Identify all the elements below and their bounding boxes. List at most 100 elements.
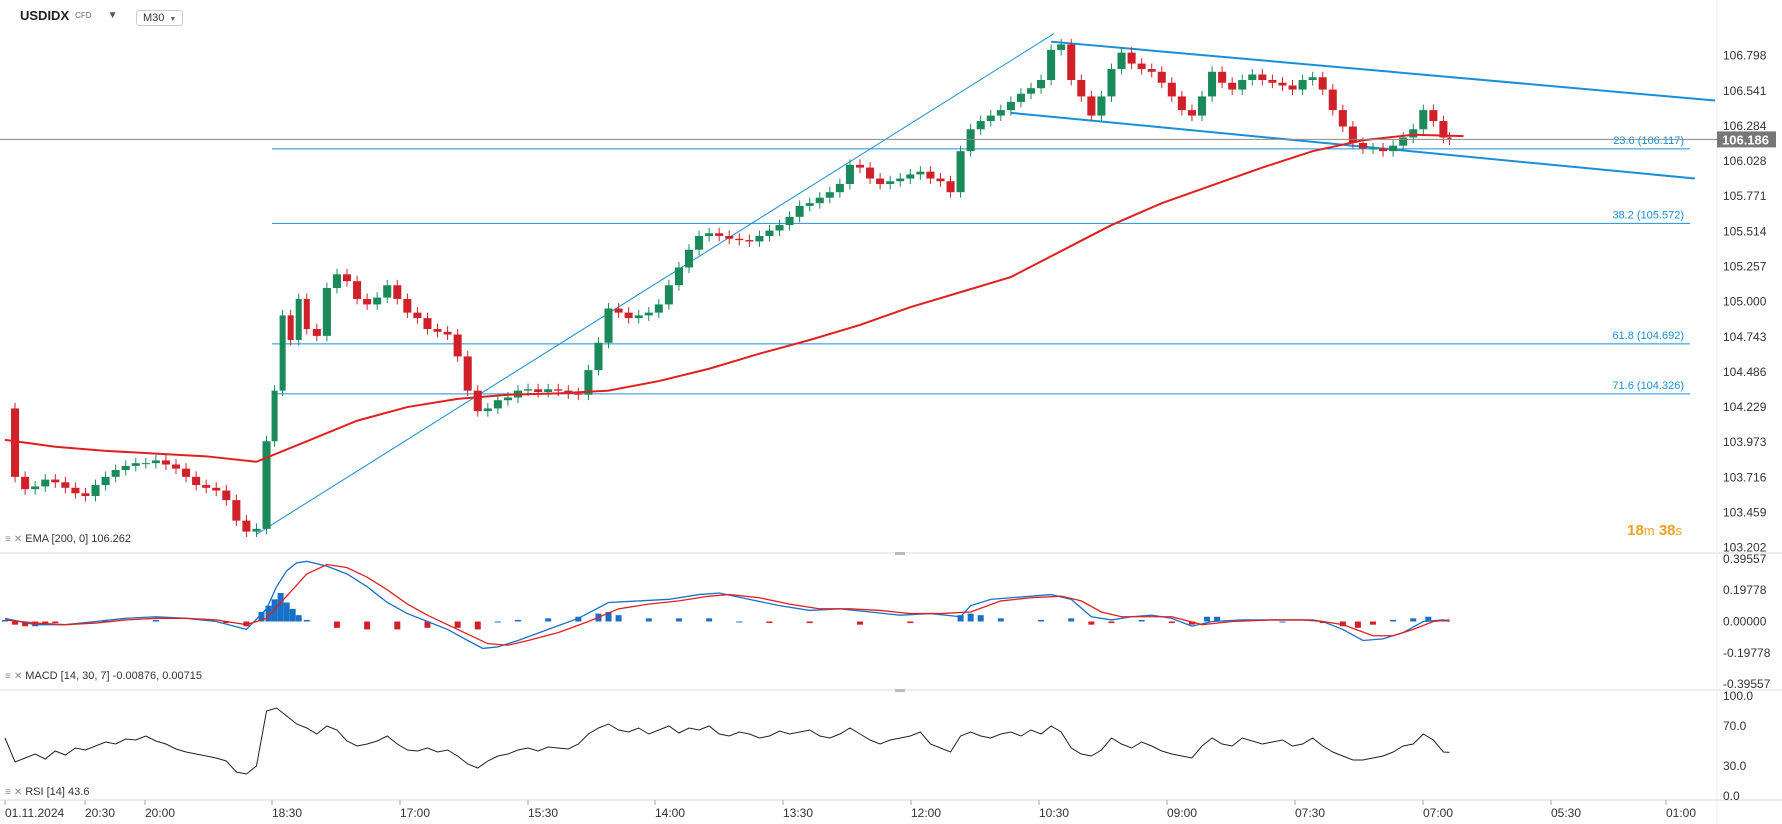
macd-histogram-bar [303,619,310,622]
candle-body [755,236,764,242]
macd-histogram-bar [997,618,1004,622]
macd-axis-tick-label: -0.19778 [1723,646,1771,660]
candle-body [393,285,402,299]
macd-histogram-bar [283,602,290,622]
candle-body [1037,80,1046,89]
price-axis-tick-label: 104.486 [1723,365,1767,379]
candle-body [775,225,784,231]
rsi-indicator-label[interactable]: ≡ ✕ RSI [14] 43.6 [5,786,90,798]
macd-histogram-bar [1339,621,1346,627]
macd-histogram-bar [32,621,39,627]
candle-body [271,390,278,442]
candle-body [664,285,673,305]
macd-indicator-label[interactable]: ≡ ✕ MACD [14, 30, 7] -0.00876, 0.00715 [5,670,202,682]
candle-body [1107,69,1116,97]
price-axis-tick-label: 103.459 [1723,506,1767,520]
macd-histogram-bar [494,621,501,623]
candle-body [413,312,422,319]
candle-body [21,476,30,490]
candle-body [91,485,100,496]
candle-body [745,240,754,242]
candle-body [232,500,241,521]
settings-icon[interactable]: ≡ [5,786,11,798]
macd-histogram-bar [2,619,8,622]
macd-signal-line [4,563,1450,646]
candle-body [604,308,613,343]
candle-body [1057,44,1066,50]
symbol-dropdown-icon[interactable]: ▼ [107,10,118,21]
close-icon[interactable]: ✕ [13,786,23,798]
macd-axis-tick-label: -0.39557 [1723,677,1771,691]
close-icon[interactable]: ✕ [13,670,23,682]
time-axis-tick-label: 20:00 [145,806,175,820]
macd-axis-tick-label: 0.00000 [1723,615,1767,629]
symbol-name[interactable]: USDIDX [20,8,70,23]
candle-body [1067,44,1076,80]
candle-body [1006,101,1015,111]
candle-body [363,298,372,305]
candle-body [674,267,683,286]
candle-body [654,304,663,313]
candle-body [403,298,412,313]
price-axis-tick-label: 105.771 [1723,189,1767,203]
candle-body [1278,82,1287,86]
macd-histogram-bar [1138,619,1145,622]
fibonacci-level-label: 61.8 (104.692) [1612,330,1684,342]
time-axis-tick-label: 09:00 [1167,806,1197,820]
candle-body [1298,80,1307,90]
settings-icon[interactable]: ≡ [5,670,11,682]
macd-histogram-bar [295,615,302,622]
price-axis-tick-label: 104.229 [1723,400,1767,414]
close-icon[interactable]: ✕ [13,533,23,545]
time-axis-tick-label: 20:30 [85,806,115,820]
candle-body [287,315,294,340]
candle-body [423,318,432,330]
chevron-down-icon: ▼ [169,16,177,23]
candle-body [896,178,905,182]
candle-body [1439,121,1448,138]
candle-body [353,281,362,299]
candle-body [1197,96,1207,116]
candle-body [695,236,704,250]
candle-body [1338,110,1347,127]
candle-body [1419,110,1428,130]
candle-body [242,520,251,532]
candle-body [61,482,70,488]
price-axis-tick-label: 106.284 [1723,119,1767,133]
macd-histogram-bar [1168,621,1175,624]
candle-body [1157,71,1166,83]
candle-body [322,288,331,336]
candle-body [554,389,563,391]
timeframe-selector[interactable]: M30 ▼ [136,10,184,26]
candle-body [433,329,442,332]
candle-body [493,400,502,409]
macd-histogram-bar [575,616,582,622]
candle-body [262,441,271,529]
macd-histogram-bar [957,615,964,622]
candle-body [976,121,985,130]
macd-histogram-bar [605,612,612,622]
price-axis-tick-label: 105.000 [1723,295,1767,309]
candle-body [463,356,472,391]
timeframe-label: M30 [143,12,165,24]
macd-histogram-bar [706,618,713,622]
ema-indicator-label[interactable]: ≡ ✕ EMA [200, 0] 106.262 [5,533,132,545]
price-axis-tick-label: 105.514 [1723,224,1767,238]
time-axis-tick-label: 07:00 [1423,806,1453,820]
macd-histogram-bar [474,621,481,630]
candle-body [192,476,201,486]
macd-histogram-bar [364,621,371,630]
candle-body [866,167,875,179]
panel-resize-handle [895,552,905,555]
macd-histogram-bar [1354,621,1361,628]
candle-body [966,129,975,152]
settings-icon[interactable]: ≡ [5,533,11,545]
fibonacci-level-label: 23.6 (106.117) [1613,135,1684,147]
candle-body [1208,71,1217,97]
candle-body [705,233,714,236]
macd-histogram-bar [1088,621,1095,625]
candle-body [855,164,865,168]
rsi-axis-tick-label: 0.0 [1723,789,1740,803]
candle-body [845,164,854,184]
